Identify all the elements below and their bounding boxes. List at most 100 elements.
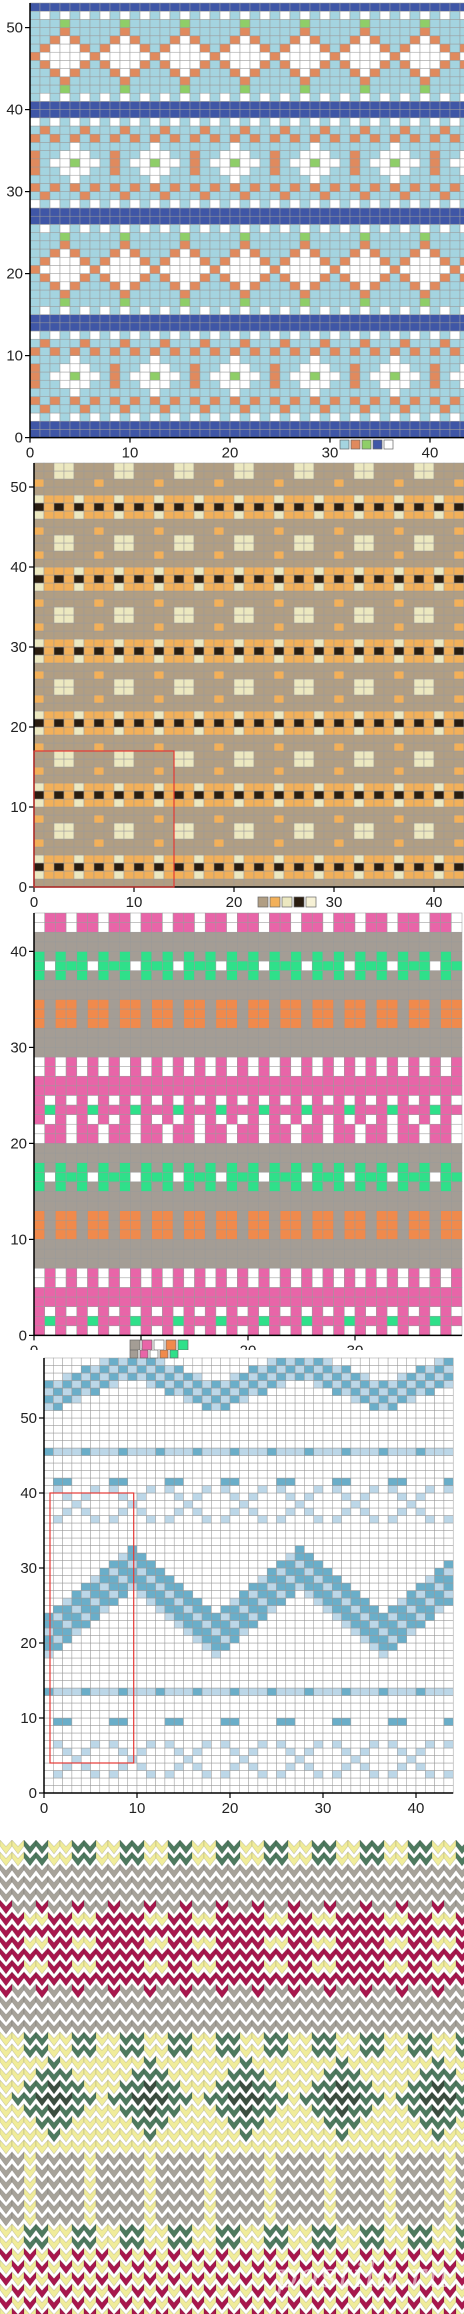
stitch-cell [363,462,375,472]
stitch-cell [133,542,145,552]
stitch-cell [459,174,464,184]
stitch-cell [353,654,365,664]
stitch-cell [153,622,165,632]
stitch-cell [413,478,425,488]
stitch-cell [413,790,425,800]
stitch-cell [29,27,41,37]
stitch-cell [273,622,285,632]
stitch-cell [383,862,395,872]
x-tick-label: 10 [122,445,139,460]
stitch-cell [273,846,285,856]
stitch-cell [313,838,325,848]
stitch-cell [383,838,395,848]
stitch-cell [419,92,431,102]
stitch-cell [229,281,241,291]
stitch-cell [113,542,125,552]
stitch-cell [319,133,331,143]
stitch-cell [89,289,101,299]
stitch-cell [209,191,221,201]
stitch-cell [223,614,235,624]
stitch-cell [159,379,171,389]
stitch-cell [363,870,375,880]
stitch-cell [283,838,295,848]
stitch-cell [413,702,425,712]
stitch-cell [113,470,125,480]
stitch-cell [93,478,105,488]
stitch-cell [353,854,365,864]
stitch-cell [233,654,245,664]
stitch-cell [108,1267,120,1279]
stitch-cell [313,470,325,480]
stitch-cell [403,694,415,704]
stitch-cell [319,117,331,127]
stitch-cell [433,566,445,576]
stitch-cell [189,363,201,373]
stitch-cell [209,232,221,242]
stitch-cell [149,207,161,217]
stitch-cell [323,502,335,512]
stitch-cell [229,429,241,438]
stitch-cell [397,1277,409,1288]
stitch-cell [53,630,65,640]
stitch-cell [413,782,425,792]
stitch-cell [39,150,51,160]
stitch-cell [273,462,285,472]
stitch-cell [259,404,271,414]
stitch-cell [243,854,255,864]
stitch-cell [226,1267,238,1279]
stitch-cell [89,355,101,365]
stitch-cell [249,330,261,340]
stitch-cell [129,306,141,315]
stitch-cell [153,606,165,616]
stitch-cell [169,256,181,266]
stitch-cell [303,806,315,816]
stitch-cell [213,566,225,576]
stitch-cell [119,371,131,381]
stitch-cell [263,686,275,696]
stitch-cell [453,526,464,536]
stitch-cell [459,101,464,110]
stitch-cell [209,355,221,365]
stitch-cell [183,574,195,584]
stitch-cell [223,670,235,680]
stitch-cell [313,510,325,520]
stitch-cell [263,798,275,808]
stitch-cell [379,133,391,143]
stitch-cell [43,766,55,776]
stitch-cell [169,27,181,37]
stitch-cell [163,798,175,808]
stitch-cell [443,478,455,488]
stitch-cell [79,289,91,299]
stitch-cell [249,256,261,266]
stitch-cell [329,68,341,78]
stitch-cell [43,646,55,656]
stitch-cell [293,782,305,792]
stitch-cell [63,558,75,568]
stitch-cell [249,166,261,176]
stitch-cell [419,338,431,348]
stitch-cell [109,183,121,192]
stitch-cell [329,199,341,209]
stitch-cell [379,248,391,258]
stitch-cell [309,125,321,135]
stitch-cell [194,1325,206,1336]
stitch-cell [419,322,431,332]
stitch-cell [333,846,345,856]
stitch-cell [259,109,271,119]
stitch-cell [353,670,365,680]
stitch-cell [109,2,121,12]
stitch-cell [213,726,225,736]
stitch-cell [189,158,201,168]
stitch-cell [189,396,201,406]
stitch-cell [269,1287,281,1298]
stitch-cell [249,207,261,217]
stitch-cell [399,84,411,94]
stitch-cell [419,125,431,135]
stitch-cell [229,322,241,332]
stitch-cell [301,1277,313,1288]
stitch-cell [409,191,421,201]
stitch-cell [253,870,265,880]
stitch-cell [313,878,325,888]
stitch-cell [99,60,111,69]
stitch-cell [453,582,464,592]
